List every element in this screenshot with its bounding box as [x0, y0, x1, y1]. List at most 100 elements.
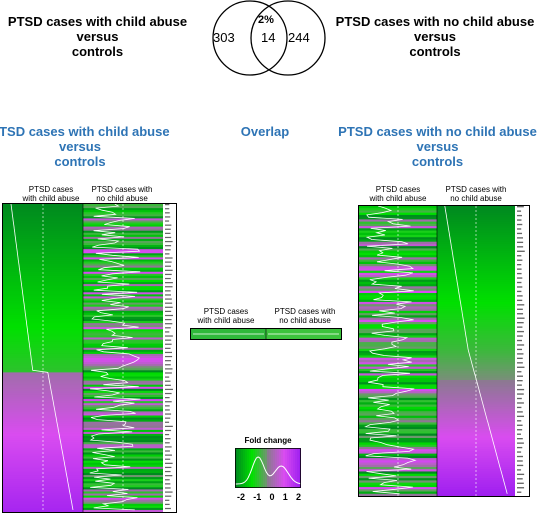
heatmap-cell	[437, 380, 515, 383]
heatmap-cell	[83, 206, 163, 209]
heatmap-cell	[437, 359, 515, 363]
legend-gradient-step	[269, 448, 272, 488]
row-label-mark	[517, 210, 522, 212]
heatmap-cell	[3, 388, 83, 392]
heatmap-cell	[437, 440, 515, 443]
heatmap-cell	[3, 269, 83, 273]
heatmap-cell	[437, 411, 515, 414]
row-label-mark	[517, 237, 523, 239]
heatmap-cell	[83, 240, 163, 244]
heatmap-cell	[437, 284, 515, 287]
row-label-mark	[517, 317, 525, 319]
heatmap-cell	[83, 454, 163, 458]
heatmap-cell	[83, 370, 163, 373]
heatmap-cell	[437, 295, 515, 298]
heatmap-cell	[359, 351, 437, 354]
top-left-label-line2: versus	[76, 29, 119, 44]
right-col-head-child-abuse-l2: with child abuse	[369, 194, 427, 203]
row-label-mark	[517, 295, 523, 297]
row-label-mark	[517, 344, 525, 346]
heatmap-cell	[437, 288, 515, 292]
row-label-mark	[517, 313, 524, 315]
row-label-mark	[165, 302, 173, 304]
row-label-mark	[517, 232, 523, 235]
heatmap-cell	[83, 210, 163, 213]
heatmap-cell	[83, 232, 163, 236]
heatmap-cell	[3, 472, 83, 476]
heatmap-cell	[437, 386, 515, 390]
row-label-mark	[517, 455, 523, 458]
heatmap-cell	[83, 265, 163, 269]
row-label-mark	[165, 220, 170, 222]
heatmap-cell	[359, 426, 437, 430]
row-label-mark	[165, 273, 172, 276]
heatmap-cell	[359, 411, 437, 414]
heatmap-cell	[359, 264, 437, 267]
heatmap-cell	[3, 329, 83, 332]
right-heatmap-svg	[359, 206, 525, 496]
heatmap-cell	[3, 413, 83, 416]
heatmap-cell	[3, 366, 83, 369]
legend-tick: 1	[282, 492, 288, 502]
heatmap-cell	[359, 279, 437, 283]
legend-gradient-step	[255, 448, 258, 488]
legend-gradient-step	[285, 448, 288, 488]
mid-col-head-no-child-abuse: PTSD cases with no child abuse	[266, 307, 344, 325]
heatmap-cell	[437, 395, 515, 399]
top-right-label-line2: versus	[414, 29, 456, 44]
row-label-mark	[165, 294, 171, 296]
row-label-mark	[165, 376, 170, 378]
heatmap-cell	[437, 279, 515, 283]
heatmap-cell	[83, 462, 163, 466]
heatmap-cell	[3, 236, 83, 240]
heatmap-cell	[3, 230, 83, 234]
heatmap-cell	[359, 288, 437, 292]
trace-line	[444, 206, 508, 494]
heatmap-cell	[437, 400, 515, 403]
top-right-label: PTSD cases with no child abuse versus co…	[330, 14, 540, 59]
heatmap-cell	[437, 264, 515, 267]
row-label-mark	[165, 438, 171, 440]
left-col-head-no-child-abuse: PTSD cases with no child abuse	[82, 185, 162, 203]
row-label-mark	[165, 236, 172, 239]
left-col-head-child-abuse: PTSD cases with child abuse	[16, 185, 86, 203]
heatmap-cell	[359, 424, 437, 428]
heatmap-cell	[437, 435, 515, 439]
heatmap-cell	[437, 344, 515, 348]
row-label-mark	[165, 212, 170, 214]
heatmap-cell	[83, 388, 163, 392]
heatmap-cell	[83, 382, 163, 386]
overlap-heatmap	[190, 328, 342, 340]
left-heatmap	[2, 203, 177, 513]
heatmap-cell	[83, 497, 163, 501]
mid-col-head-no-child-abuse-l2: no child abuse	[279, 316, 331, 325]
heatmap-cell	[83, 366, 163, 369]
row-label-mark	[517, 451, 522, 453]
heatmap-cell	[3, 265, 83, 269]
heatmap-cell	[437, 219, 515, 223]
heatmap-cell	[359, 308, 437, 312]
row-label-mark	[165, 314, 173, 317]
venn-left-only: 303	[213, 30, 235, 45]
legend-gradient-step	[265, 448, 268, 488]
heatmap-cell	[437, 270, 515, 274]
left-section-title: PTSD cases with child abuse versus contr…	[0, 124, 170, 169]
heatmap-cell	[359, 259, 437, 263]
heatmap-cell	[437, 384, 515, 388]
heatmap-cell	[3, 450, 83, 453]
heatmap-cell	[437, 308, 515, 312]
row-label-mark	[165, 364, 171, 366]
legend-gradient-step	[273, 448, 276, 488]
row-label-mark	[517, 299, 523, 302]
left-heatmap-svg	[3, 204, 173, 512]
heatmap-cell	[359, 480, 437, 484]
top-left-label-line1: PTSD cases with child abuse	[7, 14, 188, 29]
row-label-mark	[165, 310, 172, 313]
heatmap-cell	[83, 501, 163, 505]
heatmap-cell	[359, 228, 437, 232]
legend-title: Fold change	[244, 436, 292, 445]
venn-right-circle	[250, 0, 326, 76]
heatmap-cell	[437, 235, 515, 238]
heatmap-cell	[359, 391, 437, 394]
heatmap-cell	[3, 337, 83, 341]
